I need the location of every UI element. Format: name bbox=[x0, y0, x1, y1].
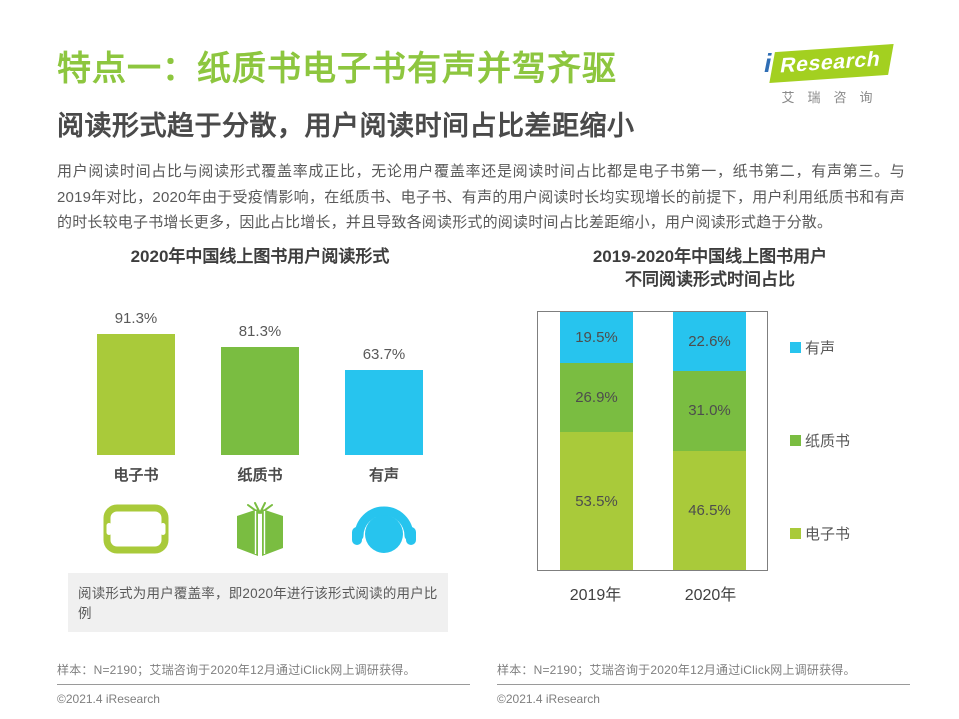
bar-column: 81.3% bbox=[198, 323, 322, 455]
page-header: 特点一：纸质书电子书有声并驾齐驱 i Research 艾瑞咨询 阅读形式趋于分… bbox=[0, 0, 959, 143]
legend-label: 有声 bbox=[805, 340, 836, 358]
time-share-plot-wrap: 19.5% 26.9% 53.5% 22.6% 31.0% 46.5% 有声纸质书电子书 bbox=[537, 311, 930, 572]
copyright: ©2021.4 iResearch bbox=[57, 692, 160, 706]
footer-left-column: 样本：N=2190；艾瑞咨询于2020年12月通过iClick网上调研获得。 ©… bbox=[57, 661, 470, 706]
x-axis-label: 2019年 bbox=[569, 587, 622, 605]
stacked-segment: 19.5% bbox=[560, 312, 633, 363]
stacked-plot-box: 19.5% 26.9% 53.5% 22.6% 31.0% 46.5% bbox=[537, 311, 768, 572]
page-title: 特点一：纸质书电子书有声并驾齐驱 bbox=[57, 50, 617, 88]
iresearch-logo-mark: i Research bbox=[747, 43, 907, 84]
coverage-chart-categories: 电子书 纸质书 有声 bbox=[60, 464, 460, 485]
logo-wordmark: Research bbox=[769, 43, 894, 84]
x-axis-labels: 2019年 2020年 bbox=[537, 581, 768, 605]
legend-swatch bbox=[790, 528, 801, 540]
time-share-chart: 2019-2020年中国线上图书用户 不同阅读形式时间占比 19.5% 26.9%… bbox=[490, 246, 930, 632]
time-share-title-line1: 2019-2020年中国线上图书用户 bbox=[592, 246, 828, 266]
logo-i-letter: i bbox=[764, 48, 772, 78]
summary-paragraph: 用户阅读时间占比与阅读形式覆盖率成正比，无论用户覆盖率还是阅读时间占比都是电子书… bbox=[57, 163, 905, 232]
legend-swatch bbox=[790, 342, 801, 354]
stacked-segment: 22.6% bbox=[673, 312, 746, 371]
bar bbox=[221, 346, 299, 455]
coverage-chart-bars: 91.3% 81.3% 63.7% bbox=[60, 305, 460, 455]
bar bbox=[97, 333, 175, 455]
legend-label: 电子书 bbox=[805, 526, 851, 544]
bar-value-label: 81.3% bbox=[238, 322, 282, 340]
charts-area: 2020年中国线上图书用户阅读形式 91.3% 81.3% 63.7% 电子书 纸质书… bbox=[60, 246, 959, 632]
iresearch-logo: i Research 艾瑞咨询 bbox=[747, 43, 907, 106]
coverage-chart-title: 2020年中国线上图书用户阅读形式 bbox=[130, 246, 390, 266]
legend: 有声 纸质书 电子书 bbox=[790, 337, 850, 544]
page-footer: 样本：N=2190；艾瑞咨询于2020年12月通过iClick网上调研获得。 ©… bbox=[57, 661, 910, 706]
stacked-segment: 53.5% bbox=[560, 432, 633, 571]
ereader-icon bbox=[74, 501, 198, 557]
legend-item: 纸质书 bbox=[790, 430, 850, 451]
coverage-chart: 2020年中国线上图书用户阅读形式 91.3% 81.3% 63.7% 电子书 纸质书… bbox=[60, 246, 460, 632]
stacked-segment: 31.0% bbox=[673, 370, 746, 451]
bar-column: 63.7% bbox=[322, 346, 446, 455]
footer-right-column: 样本：N=2190；艾瑞咨询于2020年12月通过iClick网上调研获得。 ©… bbox=[497, 661, 910, 706]
page-subtitle: 阅读形式趋于分散，用户阅读时间占比差距缩小 bbox=[57, 111, 635, 142]
legend-item: 电子书 bbox=[790, 523, 850, 544]
time-share-chart-title: 2019-2020年中国线上图书用户 不同阅读形式时间占比 bbox=[490, 246, 930, 292]
bar bbox=[345, 369, 423, 455]
logo-chinese-name: 艾瑞咨询 bbox=[781, 90, 886, 105]
coverage-chart-icons bbox=[60, 501, 460, 557]
bar-value-label: 63.7% bbox=[362, 345, 406, 363]
bar-value-label: 91.3% bbox=[114, 309, 158, 327]
bar-category-label: 纸质书 bbox=[237, 466, 283, 484]
headphones-icon bbox=[322, 501, 446, 557]
stacked-segment: 26.9% bbox=[560, 362, 633, 433]
copyright: ©2021.4 iResearch bbox=[497, 692, 600, 706]
bar-column: 91.3% bbox=[74, 310, 198, 455]
open-book-icon bbox=[198, 501, 322, 557]
bar-category-label: 电子书 bbox=[113, 466, 159, 484]
time-share-title-line2: 不同阅读形式时间占比 bbox=[625, 269, 795, 289]
sample-note: 样本：N=2190；艾瑞咨询于2020年12月通过iClick网上调研获得。 bbox=[57, 661, 470, 685]
legend-item: 有声 bbox=[790, 337, 850, 358]
sample-note: 样本：N=2190；艾瑞咨询于2020年12月通过iClick网上调研获得。 bbox=[497, 661, 910, 685]
stacked-bar: 19.5% 26.9% 53.5% bbox=[560, 312, 633, 571]
legend-swatch bbox=[790, 435, 801, 447]
stacked-segment: 46.5% bbox=[673, 450, 746, 571]
x-axis-label: 2020年 bbox=[684, 587, 737, 605]
legend-label: 纸质书 bbox=[805, 433, 851, 451]
note-box: 阅读形式为用户覆盖率，即2020年进行该形式阅读的用户比例 bbox=[68, 572, 448, 632]
bar-category-label: 有声 bbox=[368, 466, 399, 484]
stacked-bar: 22.6% 31.0% 46.5% bbox=[673, 312, 746, 571]
